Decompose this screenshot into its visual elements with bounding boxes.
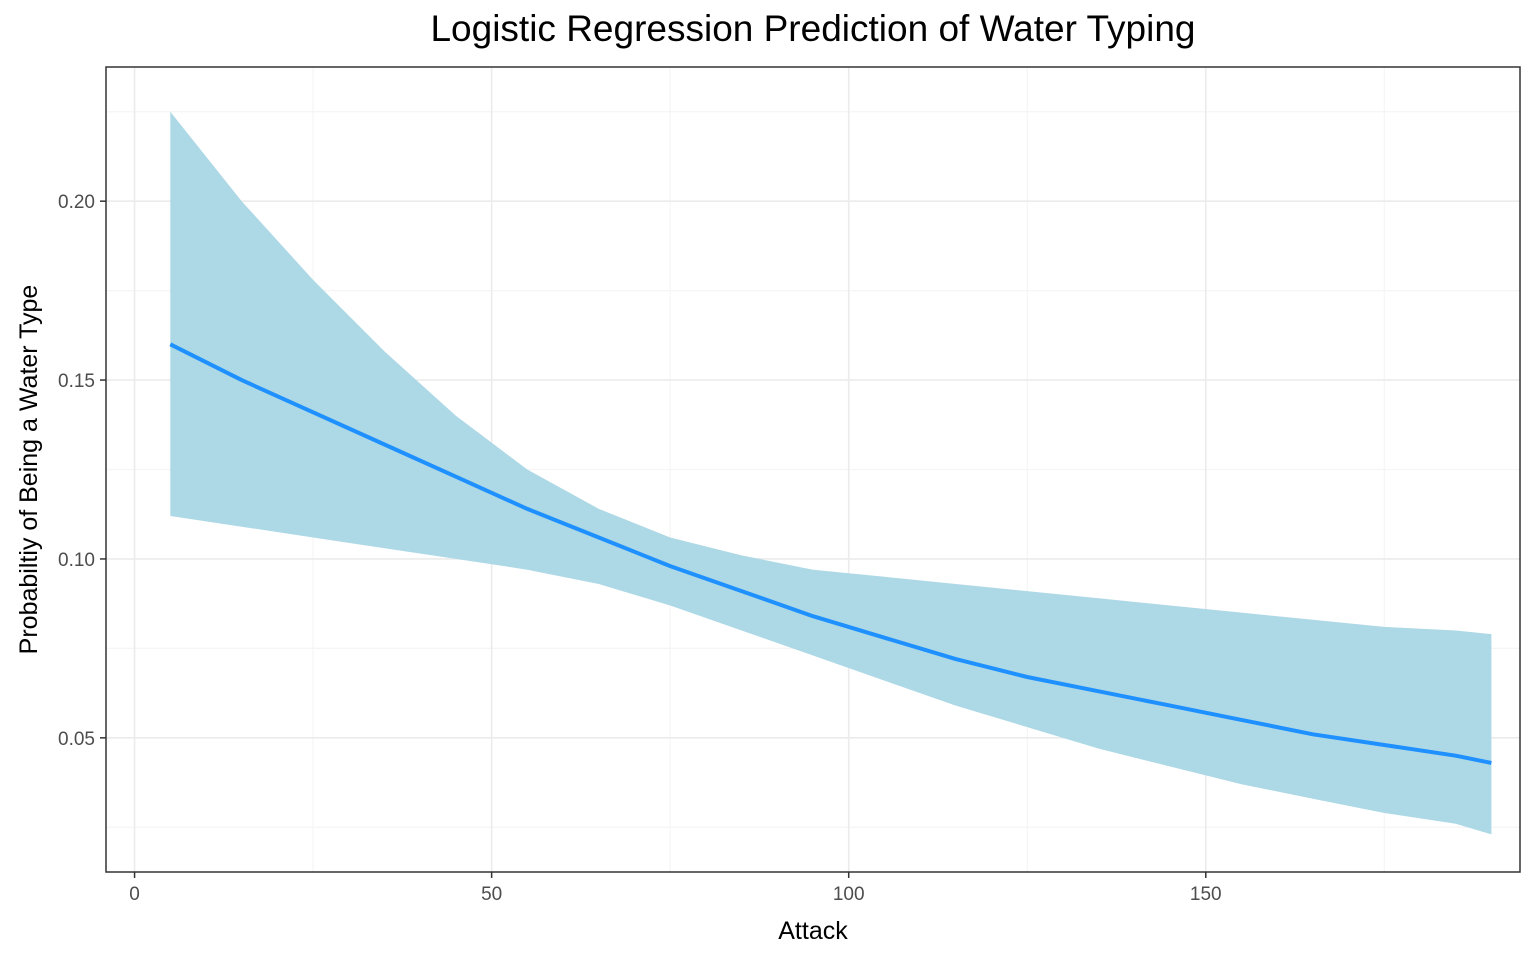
chart-title: Logistic Regression Prediction of Water …: [430, 8, 1196, 49]
x-axis-title: Attack: [778, 917, 848, 945]
y-axis-title: Probabiltiy of Being a Water Type: [15, 285, 43, 655]
panel-border: [105, 66, 1521, 873]
y-tick-label: 0.15: [58, 371, 95, 392]
y-tick-label: 0.20: [58, 192, 95, 213]
y-axis: 0.05 0.10 0.15 0.20: [58, 192, 106, 750]
x-tick-label: 0: [129, 884, 140, 905]
x-tick-label: 100: [833, 884, 865, 905]
x-tick-label: 50: [481, 884, 502, 905]
prediction-line: [169, 342, 1492, 765]
confidence-band: [170, 111, 1492, 835]
x-tick-label: 150: [1190, 884, 1222, 905]
x-axis: 0 50 100 150: [129, 872, 1222, 905]
y-tick-label: 0.05: [58, 729, 95, 750]
y-tick-label: 0.10: [58, 550, 95, 571]
